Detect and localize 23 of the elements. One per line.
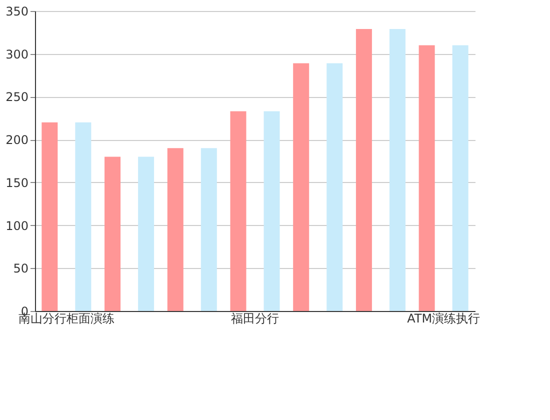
- x-tick-label: 福田分行: [231, 312, 279, 326]
- x-tick-label: ATM演练执行: [407, 312, 480, 326]
- bar: [356, 29, 372, 311]
- bar: [200, 148, 217, 311]
- bar: [42, 122, 58, 311]
- y-tick-label: 350: [6, 4, 28, 18]
- bar: [75, 122, 92, 311]
- y-tick-label: 200: [6, 133, 28, 148]
- bar: [326, 63, 343, 311]
- y-tick-label: 100: [6, 218, 28, 233]
- bar: [452, 45, 468, 311]
- bar: [264, 111, 280, 311]
- y-tick-label: 250: [6, 90, 28, 104]
- bar: [418, 45, 435, 311]
- bar: [293, 63, 310, 311]
- bar: [167, 148, 184, 311]
- bar: [230, 111, 246, 311]
- bar: [138, 156, 154, 311]
- y-tick-label: 150: [6, 176, 28, 190]
- bar: [389, 29, 406, 311]
- y-tick-label: 50: [13, 262, 28, 276]
- y-tick-label: 300: [6, 47, 28, 62]
- bar: [104, 156, 121, 311]
